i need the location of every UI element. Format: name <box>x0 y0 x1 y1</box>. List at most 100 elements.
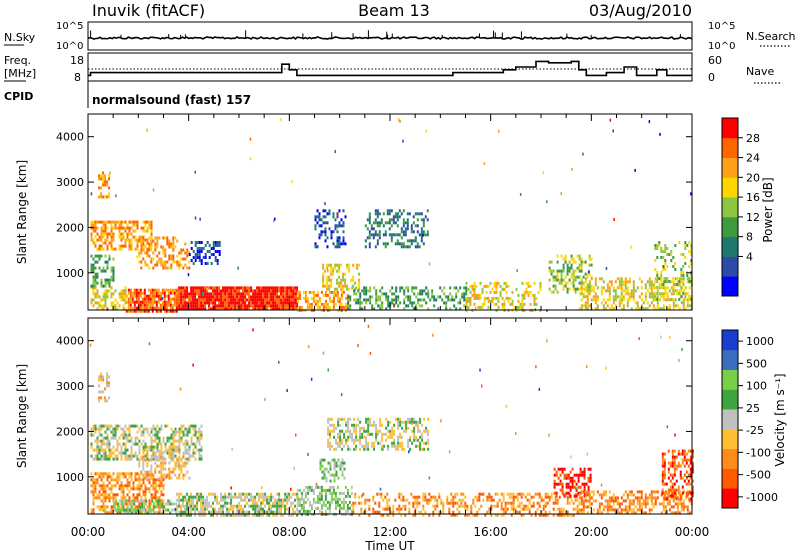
data-cell <box>378 501 381 505</box>
data-cell <box>413 307 416 311</box>
data-cell <box>178 473 181 477</box>
data-cell <box>164 248 167 252</box>
data-cell <box>117 505 120 509</box>
data-cell <box>334 266 337 270</box>
data-cell <box>378 221 381 225</box>
data-cell <box>130 424 133 428</box>
data-cell <box>329 461 332 465</box>
data-cell <box>122 226 125 230</box>
data-cell <box>125 294 128 298</box>
data-cell <box>553 473 556 477</box>
data-cell <box>216 498 219 502</box>
data-cell <box>340 281 343 285</box>
data-cell <box>130 238 133 242</box>
data-cell <box>252 289 255 293</box>
data-cell <box>335 438 338 442</box>
data-cell <box>460 501 463 505</box>
data-cell <box>523 302 526 306</box>
data-cell <box>472 513 475 517</box>
data-cell <box>129 300 132 304</box>
data-cell <box>110 232 113 236</box>
data-cell <box>417 301 420 305</box>
data-cell <box>495 284 498 288</box>
data-cell <box>562 266 565 270</box>
data-cell <box>226 507 229 511</box>
data-cell <box>210 513 213 517</box>
data-cell <box>188 452 191 456</box>
data-cell <box>258 307 261 311</box>
data-cell <box>494 504 497 508</box>
data-cell <box>355 438 358 442</box>
data-cell <box>270 307 273 311</box>
data-cell <box>180 467 183 471</box>
data-cell <box>369 420 372 424</box>
data-cell <box>674 283 677 286</box>
data-cell <box>196 495 199 499</box>
data-cell <box>578 266 581 270</box>
data-cell <box>322 293 325 297</box>
data-cell <box>94 454 97 458</box>
data-cell <box>136 454 139 458</box>
data-cell <box>182 501 185 505</box>
data-cell <box>479 296 482 300</box>
data-cell <box>342 236 345 240</box>
data-cell <box>176 504 179 508</box>
data-cell <box>282 286 285 290</box>
data-cell <box>376 239 379 243</box>
data-cell <box>686 274 689 277</box>
data-cell <box>94 484 97 488</box>
data-cell <box>270 510 273 514</box>
data-cell <box>96 292 99 296</box>
data-cell <box>528 492 531 496</box>
data-cell <box>386 209 389 213</box>
data-cell <box>407 289 410 293</box>
data-cell <box>169 306 172 310</box>
data-cell <box>122 475 125 479</box>
data-cell <box>98 472 101 476</box>
data-cell <box>149 505 152 509</box>
data-cell <box>150 476 153 480</box>
data-cell <box>132 220 135 224</box>
data-cell <box>379 307 382 311</box>
data-cell <box>186 307 189 311</box>
colorbar-segment <box>722 157 738 178</box>
data-cell <box>320 494 323 498</box>
data-cell <box>326 212 329 216</box>
data-cell <box>143 309 146 313</box>
data-cell <box>118 472 121 476</box>
data-speck <box>152 188 155 192</box>
data-cell <box>102 442 105 446</box>
data-cell <box>110 424 113 428</box>
data-cell <box>194 424 197 428</box>
data-cell <box>322 275 325 279</box>
data-cell <box>353 426 356 430</box>
data-cell <box>92 487 95 491</box>
data-cell <box>326 221 329 225</box>
data-cell <box>146 487 149 491</box>
data-cell <box>131 508 134 512</box>
data-cell <box>316 293 319 297</box>
data-cell <box>385 295 388 299</box>
data-cell <box>588 272 591 276</box>
data-cell <box>578 254 581 258</box>
data-cell <box>272 513 275 517</box>
data-cell <box>329 447 332 451</box>
data-cell <box>139 288 142 292</box>
data-cell <box>347 447 350 451</box>
data-speck <box>291 180 293 184</box>
data-cell <box>300 305 303 309</box>
data-cell <box>413 426 416 430</box>
data-cell <box>574 287 577 291</box>
data-cell <box>104 269 107 273</box>
data-cell <box>141 505 144 509</box>
data-cell <box>258 513 261 517</box>
data-cell <box>525 290 528 294</box>
data-cell <box>495 296 498 300</box>
data-cell <box>584 277 587 281</box>
data-cell <box>596 298 599 302</box>
data-cell <box>384 221 387 225</box>
data-cell <box>494 492 497 496</box>
data-cell <box>246 289 249 293</box>
data-cell <box>136 241 139 245</box>
data-cell <box>254 307 257 311</box>
